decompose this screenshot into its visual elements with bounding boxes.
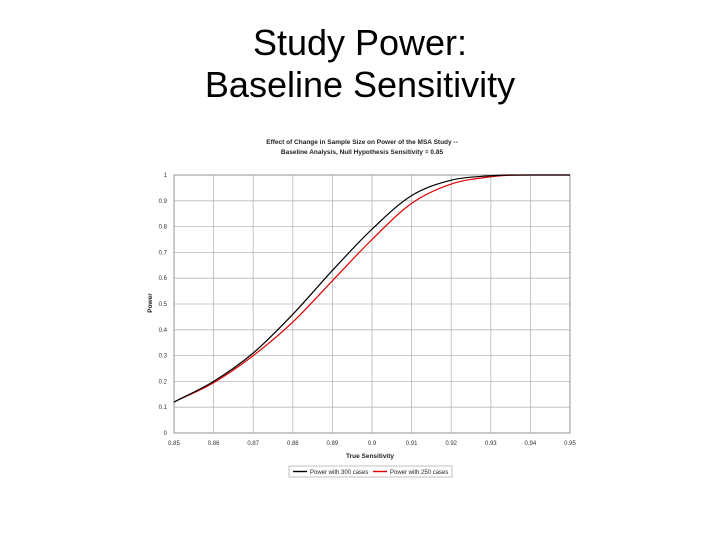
x-tick-label: 0.95 xyxy=(564,441,576,447)
x-tick-label: 0.88 xyxy=(287,441,299,447)
x-tick-label: 0.85 xyxy=(168,441,180,447)
y-tick-label: 0.7 xyxy=(159,250,168,256)
x-tick-label: 0.86 xyxy=(208,441,220,447)
series-line-0 xyxy=(173,174,570,403)
y-tick-label: 0.1 xyxy=(159,405,168,411)
y-tick-label: 0.4 xyxy=(159,328,168,334)
y-tick-label: 0.3 xyxy=(159,354,168,360)
x-tick-label: 0.9 xyxy=(368,441,377,447)
y-axis-label: Power xyxy=(147,293,154,313)
grid xyxy=(173,174,571,434)
x-tick-label: 0.89 xyxy=(327,441,339,447)
legend-label: Power with 250 cases xyxy=(390,470,448,476)
legend: Power with 300 cases Power with 250 cases xyxy=(288,465,453,478)
y-tick-label: 0 xyxy=(164,431,168,437)
x-tick-label: 0.94 xyxy=(525,441,537,447)
x-tick-label: 0.93 xyxy=(485,441,497,447)
legend-box xyxy=(288,465,453,478)
x-tick-label: 0.92 xyxy=(445,441,457,447)
slide-title: Study Power: Baseline Sensitivity xyxy=(0,22,720,106)
y-tick-label: 0.5 xyxy=(159,302,168,308)
x-tick-label: 0.91 xyxy=(406,441,418,447)
y-tick-label: 0.8 xyxy=(159,225,168,231)
slide-title-line1: Study Power: xyxy=(252,22,468,63)
chart-title-line2: Baseline Analysis, Null Hypothesis Sensi… xyxy=(281,149,444,156)
chart-title-line1: Effect of Change in Sample Size on Power… xyxy=(266,139,458,146)
legend-label: Power with 300 cases xyxy=(310,470,368,476)
slide-title-line2: Baseline Sensitivity xyxy=(204,64,516,105)
y-tick-label: 1 xyxy=(164,173,168,179)
plot-frame xyxy=(173,174,571,434)
x-tick-labels: 0.85 0.86 0.87 0.88 0.89 0.9 0.91 0.92 0.93 0.94 0… xyxy=(168,441,576,447)
y-tick-label: 0.2 xyxy=(159,379,168,385)
x-axis-label: True Sensitivity xyxy=(346,453,394,460)
series-lines xyxy=(173,174,570,403)
y-tick-label: 0.6 xyxy=(159,276,168,282)
y-tick-label: 0.9 xyxy=(159,199,168,205)
x-tick-label: 0.87 xyxy=(247,441,259,447)
y-tick-labels: 0 0.1 0.2 0.3 0.4 0.5 0.6 0.7 0.8 0.9 1 xyxy=(159,173,168,437)
